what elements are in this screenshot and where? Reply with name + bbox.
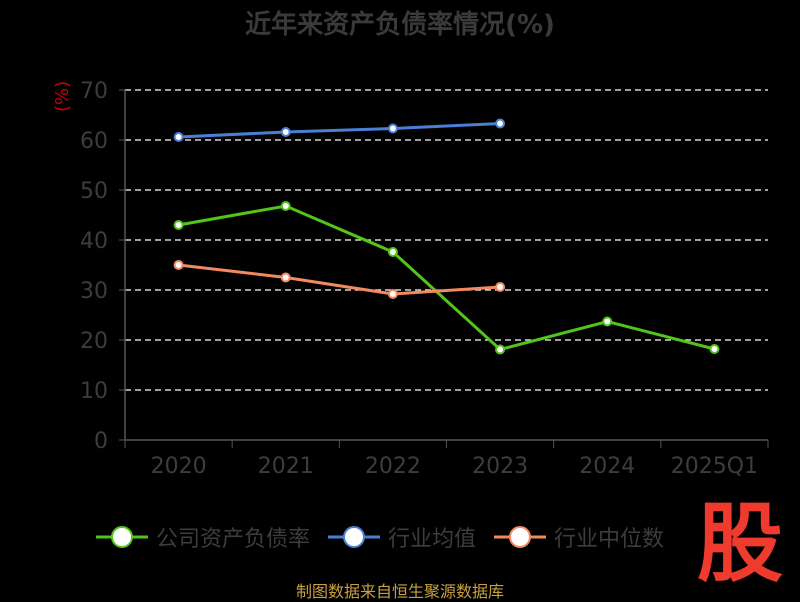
y-tick-label: 20: [80, 329, 108, 354]
legend-label: 行业中位数: [554, 527, 665, 552]
data-point: [495, 282, 506, 292]
data-point: [495, 118, 506, 129]
legend-item-3[interactable]: 行业中位数: [494, 521, 664, 553]
y-tick-label: 40: [80, 229, 108, 254]
x-tick-label: 2021: [258, 454, 314, 479]
series-line-1: [178, 204, 715, 352]
data-point: [173, 132, 184, 142]
x-tick-label: 2023: [472, 454, 528, 479]
y-tick-label: 70: [80, 79, 108, 104]
data-point: [280, 201, 291, 211]
x-tick-label: 2022: [365, 454, 421, 479]
data-point: [280, 272, 291, 283]
chart-legend: 公司资产负债率 行业均值 行业中位数: [96, 520, 664, 554]
y-tick-label: 60: [80, 129, 108, 154]
data-point: [280, 127, 291, 137]
data-point: [173, 220, 184, 230]
y-tick-label: 30: [80, 279, 108, 304]
legend-label: 行业均值: [388, 527, 477, 552]
data-point: [387, 123, 398, 134]
y-axis-label: (%): [52, 80, 73, 112]
brand-logo: 股: [697, 494, 783, 594]
x-tick-label: 2025Q1: [671, 454, 758, 479]
data-point: [387, 247, 398, 257]
y-tick-label: 50: [80, 179, 108, 204]
legend-marker: [328, 526, 381, 548]
legend-item-1[interactable]: 公司资产负债率: [96, 521, 310, 553]
data-source-note: 制图数据来自恒生聚源数据库: [295, 582, 504, 601]
series-line-2: [178, 122, 501, 139]
x-tick-label: 2024: [579, 454, 635, 479]
legend-item-2[interactable]: 行业均值: [328, 521, 476, 553]
data-point: [602, 316, 613, 327]
data-point: [495, 344, 506, 355]
legend-label: 公司资产负债率: [156, 527, 311, 552]
chart-title: 近年来资产负债率情况(%): [245, 10, 555, 40]
series-line-3: [178, 263, 501, 296]
y-tick-label: 0: [94, 429, 108, 454]
legend-marker: [96, 526, 148, 548]
data-point: [173, 260, 184, 270]
data-point: [709, 344, 720, 354]
x-tick-label: 2020: [151, 454, 207, 479]
legend-marker: [494, 526, 547, 548]
y-tick-label: 10: [80, 379, 108, 404]
data-point: [387, 289, 398, 299]
